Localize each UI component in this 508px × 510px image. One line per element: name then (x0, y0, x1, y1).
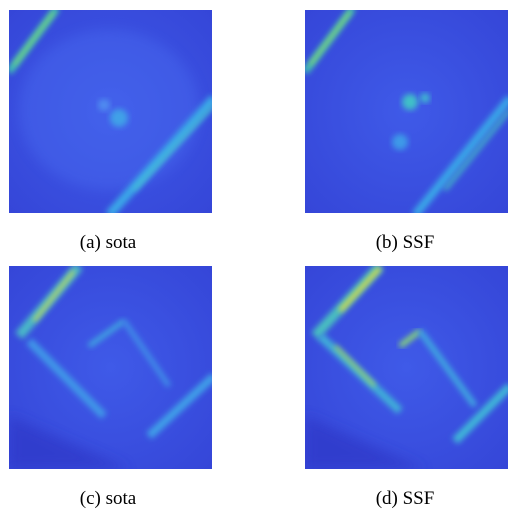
caption: (b) SSF (376, 232, 435, 253)
caption: (c) sota (80, 488, 137, 509)
figure-canvas: (a) sota (b) SSF (c) sota (d) SSF (0, 0, 508, 510)
heatmap-d (305, 266, 508, 469)
heatmap-c (9, 266, 214, 469)
caption: (d) SSF (376, 488, 435, 509)
caption: (a) sota (80, 232, 137, 253)
heatmap-b (305, 8, 508, 215)
heatmap-a (9, 8, 214, 215)
figure: (a) sota (b) SSF (c) sota (d) SSF (0, 0, 508, 510)
